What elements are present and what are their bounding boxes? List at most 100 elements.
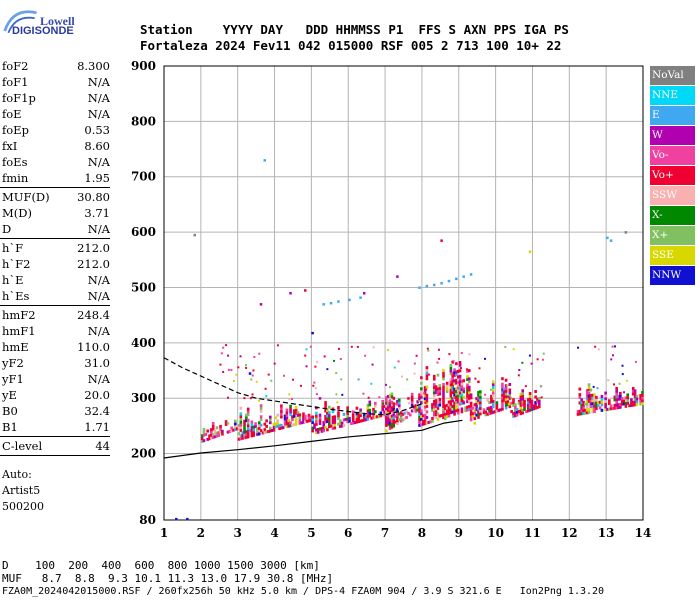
echo-pixel (392, 405, 396, 409)
param-value: 212.0 (77, 257, 110, 271)
echo-pixel (477, 399, 480, 403)
echo-pixel (434, 404, 438, 408)
echo-pixel (479, 412, 482, 416)
echo-pixel (495, 409, 499, 413)
echo-pixel (206, 437, 209, 441)
echo-pixel (237, 366, 240, 369)
echo-pixel (346, 417, 349, 421)
param-key: hmF1 (2, 324, 36, 338)
echo-pixel (484, 393, 487, 396)
echo-pixel (617, 394, 620, 398)
echo-pixel (215, 434, 219, 438)
echo-pixel (265, 424, 268, 428)
echo-pixel (469, 412, 473, 416)
echo-pixel (490, 400, 493, 403)
param-row-foep: foEp 0.53 (0, 122, 112, 138)
echo-pixel (641, 390, 644, 394)
echo-pixel (239, 415, 243, 419)
echo-pixel (504, 346, 507, 349)
echo-pixel (450, 397, 453, 400)
echo-pixel (448, 353, 451, 356)
echo-pixel (425, 366, 429, 370)
echo-pixel (318, 413, 322, 417)
echo-pixel (257, 432, 261, 436)
echo-pixel (578, 395, 582, 399)
echo-pixel (239, 428, 243, 432)
echo-pixel (314, 387, 317, 390)
trace-solid (163, 419, 463, 459)
echo-pixel (396, 408, 399, 412)
echo-pixel (386, 406, 390, 410)
echo-pixel (256, 432, 259, 436)
echo-pixel (508, 405, 512, 409)
echo-pixel (215, 431, 219, 435)
echo-pixel (397, 398, 401, 402)
echo-pixel (534, 403, 537, 407)
y-tick-label: 400 (131, 336, 156, 350)
echo-pixel (374, 401, 377, 405)
echo-pixel (592, 385, 595, 388)
echo-pixel (287, 424, 291, 428)
echo-pixel (469, 410, 473, 414)
legend-item-e: E (650, 106, 695, 125)
echo-pixel (311, 415, 314, 419)
echo-pixel (362, 418, 366, 422)
param-value: N/A (87, 91, 110, 105)
echo-pixel (530, 362, 533, 365)
echo-pixel (591, 402, 595, 406)
echo-pixel (466, 400, 469, 404)
echo-pixel (617, 406, 620, 410)
echo-pixel (397, 401, 401, 405)
echo-pixel (237, 437, 241, 441)
x-tick-label: 9 (455, 526, 463, 540)
echo-pixel (364, 354, 367, 357)
echo-pixel (462, 400, 465, 403)
echo-pixel (381, 399, 384, 403)
echo-pixel (477, 407, 480, 411)
auto-scaling-line: Auto: (2, 468, 32, 481)
echo-pixel (234, 422, 237, 426)
echo-pixel (280, 412, 283, 416)
param-row-hmf1: hmF1 N/A (0, 323, 112, 339)
echo-pixel (372, 346, 375, 349)
echo-pixel (528, 408, 532, 412)
echo-pixel (438, 414, 442, 418)
echo-pixel (508, 394, 512, 398)
echo-pixel (420, 395, 423, 399)
echo-pixel (512, 414, 515, 418)
echo-pixel (432, 383, 436, 387)
echo-pixel (491, 405, 495, 409)
echo-pixel (276, 419, 279, 423)
echo-pixel (385, 404, 388, 408)
echo-pixel (324, 420, 327, 424)
echo-pixel (283, 420, 287, 424)
echo-pixel (514, 411, 517, 415)
echo-pixel (453, 368, 456, 372)
point-e (462, 275, 465, 278)
echo-pixel (385, 396, 388, 400)
param-row-b0: B0 32.4 (0, 403, 112, 419)
echo-pixel (467, 377, 471, 381)
echo-pixel (542, 352, 545, 355)
echo-pixel (639, 396, 642, 400)
echo-pixel (272, 428, 276, 432)
echo-pixel (230, 429, 233, 433)
echo-pixel (307, 419, 311, 423)
echo-pixel (615, 392, 618, 396)
echo-pixel (624, 402, 628, 406)
echo-pixel (265, 430, 268, 434)
point-x (584, 402, 587, 406)
echo-pixel (318, 416, 322, 420)
legend-item-x: X+ (650, 226, 695, 245)
echo-pixel (582, 400, 585, 404)
echo-pixel (252, 369, 255, 372)
echo-pixel (604, 399, 607, 403)
echo-pixel (521, 394, 525, 398)
echo-pixel (462, 387, 466, 391)
echo-pixel (488, 406, 491, 410)
echo-pixel (526, 401, 530, 405)
echo-pixel (456, 411, 460, 415)
param-row-hmf2: hmF2 248.4 (0, 307, 112, 323)
echo-pixel (491, 410, 495, 414)
echo-pixel (615, 403, 618, 407)
